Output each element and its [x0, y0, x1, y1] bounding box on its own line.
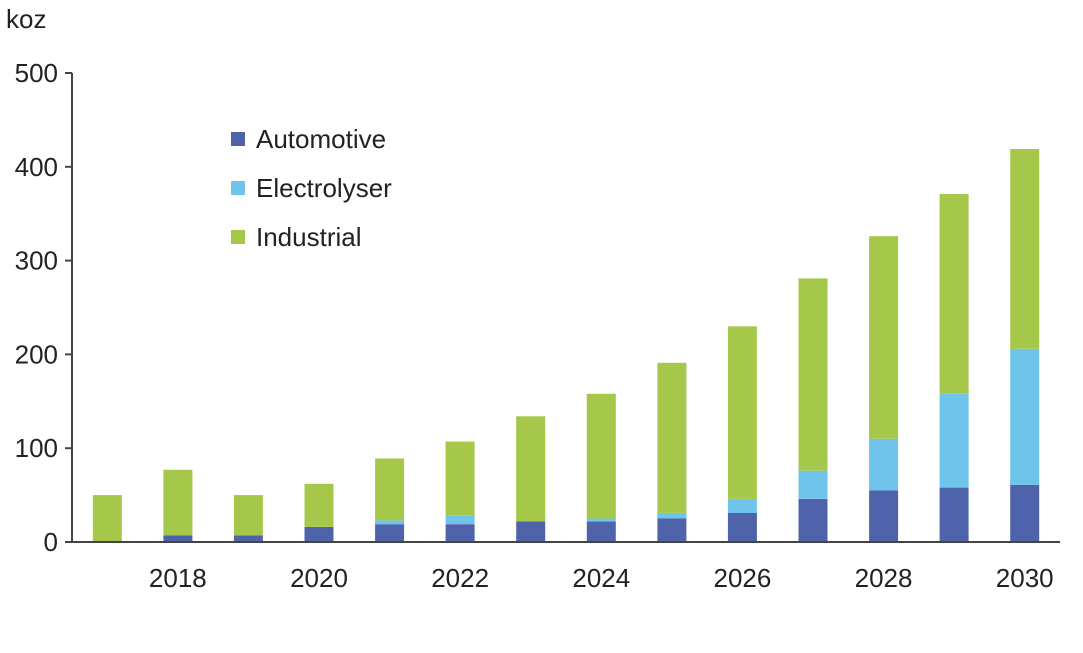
bar-industrial-2019	[233, 495, 263, 536]
y-tick-label: 300	[15, 246, 58, 276]
bar-electrolyser-2022	[445, 515, 475, 525]
x-tick-label: 2030	[996, 563, 1054, 593]
bar-electrolyser-2024	[586, 518, 616, 522]
x-tick-label: 2020	[290, 563, 348, 593]
bar-industrial-2021	[375, 458, 405, 521]
bar-electrolyser-2027	[798, 470, 828, 499]
bar-automotive-2026	[727, 512, 757, 542]
bar-electrolyser-2021	[375, 520, 405, 525]
bar-electrolyser-2025	[657, 512, 687, 519]
bar-industrial-2026	[727, 326, 757, 499]
bar-industrial-2027	[798, 278, 828, 471]
bar-automotive-2027	[798, 498, 828, 542]
bar-industrial-2018	[163, 469, 193, 536]
legend-swatch-industrial	[231, 230, 245, 244]
legend-label-electrolyser: Electrolyser	[256, 173, 392, 203]
bar-automotive-2018	[163, 535, 193, 542]
x-tick-label: 2022	[431, 563, 489, 593]
bar-industrial-2030	[1010, 149, 1040, 349]
x-axis: 2018 2020 2022 2024 2026 2028 2030	[72, 541, 1060, 593]
bar-electrolyser-2026	[727, 498, 757, 513]
x-tick-label: 2024	[572, 563, 630, 593]
y-tick-label: 500	[15, 58, 58, 88]
y-tick-label: 100	[15, 433, 58, 463]
bar-industrial-2017	[92, 495, 122, 542]
bar-industrial-2029	[939, 194, 969, 394]
bar-industrial-2024	[586, 393, 616, 519]
bar-industrial-2022	[445, 441, 475, 516]
y-tick-label: 0	[44, 527, 58, 557]
bar-automotive-2030	[1010, 484, 1040, 542]
legend-label-automotive: Automotive	[256, 124, 386, 154]
bar-automotive-2024	[586, 521, 616, 542]
bar-automotive-2028	[869, 490, 899, 542]
bar-automotive-2022	[445, 524, 475, 542]
bar-industrial-2025	[657, 362, 687, 513]
legend-label-industrial: Industrial	[256, 222, 362, 252]
legend-swatch-electrolyser	[231, 181, 245, 195]
x-tick-label: 2018	[149, 563, 207, 593]
x-tick-label: 2028	[855, 563, 913, 593]
legend: Automotive Electrolyser Industrial	[231, 124, 392, 252]
legend-swatch-automotive	[231, 132, 245, 146]
y-axis: 0 100 200 300 400 500	[15, 58, 73, 557]
bar-electrolyser-2028	[869, 438, 899, 491]
bar-automotive-2019	[233, 535, 263, 542]
bar-automotive-2025	[657, 518, 687, 542]
bar-industrial-2023	[516, 416, 546, 522]
bars-group	[92, 149, 1040, 542]
y-tick-label: 200	[15, 339, 58, 369]
x-tick-label: 2026	[714, 563, 772, 593]
y-tick-label: 400	[15, 152, 58, 182]
bar-automotive-2029	[939, 487, 969, 542]
bar-automotive-2021	[375, 524, 405, 542]
bar-industrial-2020	[304, 483, 334, 527]
bar-automotive-2020	[304, 527, 334, 542]
y-unit-label: koz	[6, 4, 46, 34]
bar-electrolyser-2030	[1010, 348, 1040, 485]
bar-electrolyser-2029	[939, 393, 969, 488]
bar-industrial-2028	[869, 236, 899, 439]
bar-automotive-2023	[516, 521, 546, 542]
